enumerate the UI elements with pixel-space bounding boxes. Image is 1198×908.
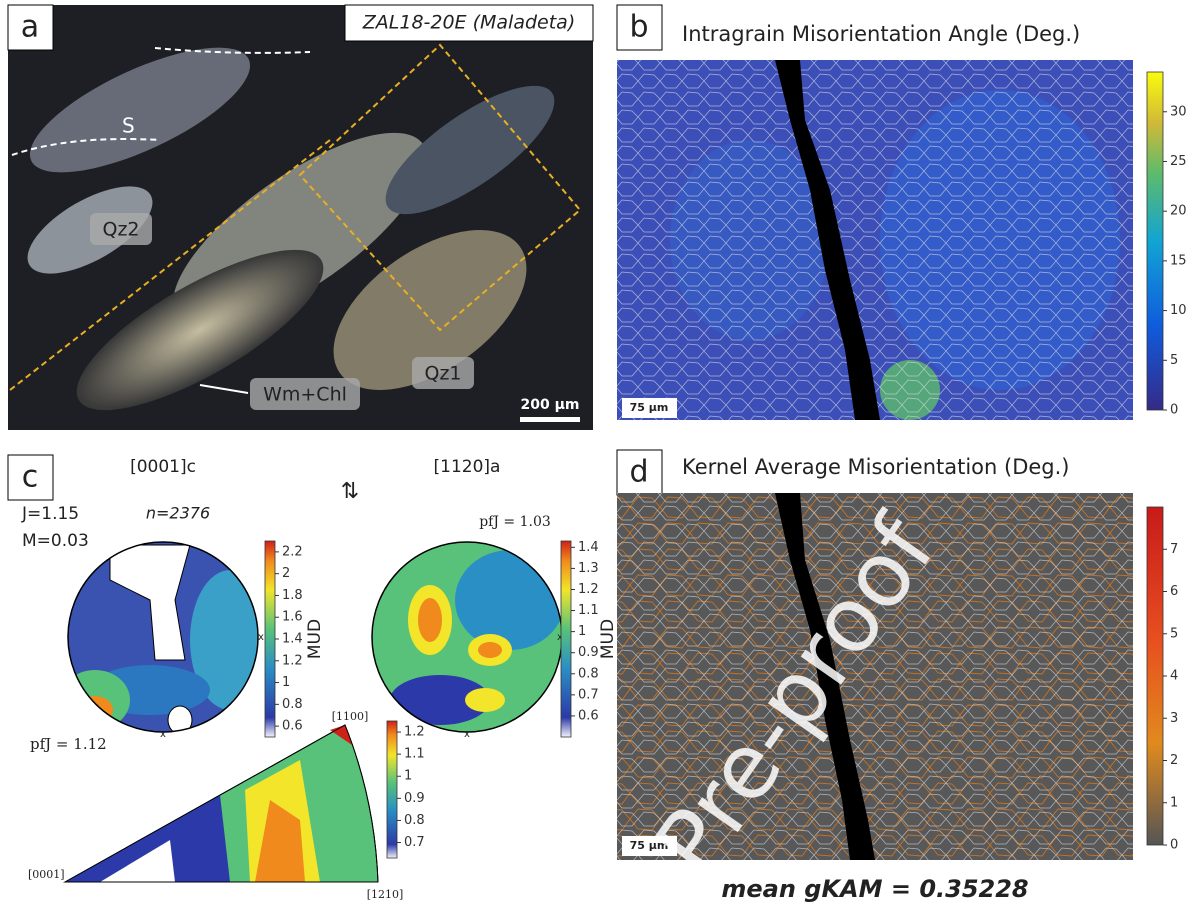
colorbar-tick-label: 0.8	[404, 813, 425, 828]
colorbar-tick-label: 20	[1170, 204, 1187, 219]
annotation: Qz1	[424, 363, 461, 385]
colorbar-tick-label: 0	[1170, 403, 1178, 418]
pole-figure	[372, 542, 562, 732]
scale-bar-label: 75 µm	[630, 839, 669, 852]
pfj: pfJ = 1.12	[30, 735, 107, 753]
scale-bar-label: 75 µm	[630, 401, 669, 414]
panel-label: b	[629, 10, 648, 45]
colorbar-tick-label: 1.4	[282, 632, 303, 647]
colorbar-tick-label: 0.7	[578, 687, 599, 702]
colorbar-tick-label: 1	[404, 769, 412, 784]
colorbar-tick-label: 7	[1170, 542, 1178, 557]
colorbar-tick-label: 0.9	[578, 645, 599, 660]
sample-name: ZAL18-20E (Maladeta)	[362, 12, 575, 34]
axis-mark: x	[258, 632, 264, 643]
panel-label: c	[22, 460, 39, 495]
axis-mark: x	[557, 632, 563, 643]
colorbar-tick-label: 0.8	[282, 697, 303, 712]
colorbar-tick-label: 1.8	[282, 588, 303, 603]
colorbar-tick-label: 10	[1170, 303, 1187, 318]
colorbar	[386, 720, 398, 859]
colorbar-tick-label: 1.3	[578, 561, 599, 576]
colorbar-label: MUD	[598, 619, 618, 659]
colorbar	[1146, 71, 1164, 411]
pole-figure	[68, 542, 258, 732]
colorbar-tick-label: 1.6	[282, 610, 303, 625]
colorbar-tick-label: 1	[282, 675, 290, 690]
colorbar-tick-label: 4	[1170, 669, 1178, 684]
ipf-corner: [1100]	[332, 710, 369, 723]
axis-mark: x	[464, 729, 470, 740]
colorbar-tick-label: 2.2	[282, 544, 303, 559]
micrograph-texture	[27, 47, 555, 411]
colorbar-tick-label: 6	[1170, 584, 1178, 599]
ipf-corner: [0001]	[28, 868, 65, 881]
stat: M=0.03	[22, 531, 89, 551]
colorbar-tick-label: 0.9	[404, 791, 425, 806]
panel-label: d	[629, 455, 648, 490]
colorbar-tick-label: 1.1	[578, 603, 599, 618]
shear-sense: ⇅	[341, 479, 359, 504]
panel-title: Kernel Average Misorientation (Deg.)	[682, 455, 1070, 479]
axis-mark: x	[160, 729, 166, 740]
inverse-pole-figure	[63, 724, 379, 883]
colorbar-tick-label: 1.2	[578, 582, 599, 597]
ipf-corner: [1210]	[367, 888, 404, 901]
colorbar-tick-label: 5	[1170, 353, 1178, 368]
stat: J=1.15	[21, 504, 79, 524]
colorbar-tick-label: 1.4	[578, 540, 599, 555]
colorbar-tick-label: 5	[1170, 626, 1178, 641]
colorbar-tick-label: 25	[1170, 154, 1187, 169]
colorbar-tick-label: 2	[282, 566, 290, 581]
panel-label: a	[21, 10, 39, 45]
colorbar	[264, 540, 276, 738]
colorbar-tick-label: 1.2	[282, 653, 303, 668]
colorbar-tick-label: 1.2	[404, 725, 425, 740]
colorbar-tick-label: 0.6	[578, 708, 599, 723]
colorbar-tick-label: 0.6	[282, 719, 303, 734]
colorbar-tick-label: 2	[1170, 753, 1178, 768]
scale-bar-label: 200 µm	[521, 397, 580, 413]
pfj: pfJ = 1.03	[479, 514, 551, 530]
colorbar-tick-label: 1.1	[404, 747, 425, 762]
annotation: Qz2	[102, 219, 139, 241]
colorbar	[560, 540, 572, 738]
colorbar-tick-label: 0.7	[404, 835, 425, 850]
colorbar-tick-label: 0	[1170, 838, 1178, 853]
annotation: S	[122, 114, 135, 138]
colorbar-tick-label: 3	[1170, 711, 1178, 726]
colorbar	[1146, 506, 1164, 846]
colorbar-tick-label: 30	[1170, 104, 1187, 119]
panel-title: Intragrain Misorientation Angle (Deg.)	[682, 22, 1080, 46]
pole-figure-title: [1120]a	[434, 457, 501, 477]
colorbar-tick-label: 1	[1170, 795, 1178, 810]
colorbar-tick-label: 1	[578, 624, 586, 639]
colorbar-tick-label: 0.8	[578, 666, 599, 681]
colorbar-label: MUD	[305, 619, 325, 659]
pole-figure-title: [0001]c	[130, 457, 196, 477]
sample-count: n=2376	[146, 504, 210, 523]
annotation: Wm+Chl	[263, 384, 347, 406]
colorbar-tick-label: 15	[1170, 253, 1187, 268]
mean-value: mean gKAM = 0.35228	[721, 875, 1028, 903]
